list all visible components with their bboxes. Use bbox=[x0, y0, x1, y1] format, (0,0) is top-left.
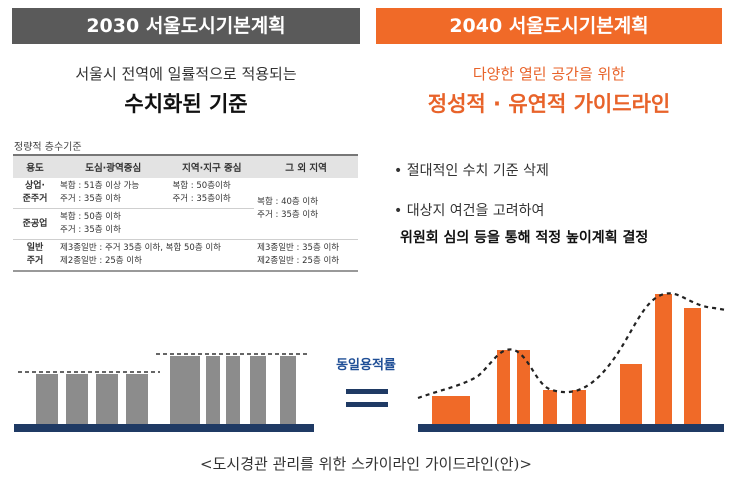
left-subtitle: 서울시 전역에 일률적으로 적용되는 bbox=[75, 65, 297, 83]
cell-text: 복합 : 40층 이하 주거 : 35층 이하 bbox=[257, 196, 319, 220]
table-caption: 정량적 층수기준 bbox=[14, 142, 82, 153]
orange-building bbox=[432, 396, 470, 424]
table-row: 준공업 복합 : 50층 이하 주거 : 35층 이하 bbox=[13, 208, 358, 240]
left-skyline bbox=[14, 353, 314, 432]
cell-text: 복합 : 50층 이하 주거 : 35층 이하 bbox=[60, 212, 121, 235]
table-cell: 복합 : 51층 이상 가능 주거 : 35층 이하 bbox=[57, 178, 170, 209]
equals-sign-bottom bbox=[346, 402, 388, 407]
ground-left bbox=[14, 424, 314, 432]
left-header-2030: 2030 서울도시기본계획 bbox=[12, 8, 360, 44]
orange-building bbox=[684, 308, 701, 424]
right-subtitle: 다양한 열린 공간을 위한 bbox=[472, 65, 626, 83]
right-main-title: 정성적 · 유연적 가이드라인 bbox=[427, 92, 671, 116]
cell-text: 제3종일반 : 35층 이하 제2종일반 : 25층 이하 bbox=[257, 243, 340, 266]
gray-building bbox=[206, 356, 220, 424]
table-cell-use: 상업· 준주거 bbox=[13, 178, 57, 209]
skyline-diagram: 동일용적률 bbox=[14, 292, 727, 432]
table-cell: 복합 : 40층 이하 주거 : 35층 이하 bbox=[254, 178, 358, 240]
orange-building bbox=[572, 390, 586, 424]
right-skyline bbox=[417, 292, 727, 432]
table-cell: 복합 : 50층이하 주거 : 35층이하 bbox=[169, 178, 255, 209]
gray-building bbox=[280, 356, 296, 424]
equals-sign-top bbox=[346, 389, 388, 394]
table-cell-use: 일반 주거 bbox=[13, 239, 57, 272]
use-text: 일반 주거 bbox=[26, 243, 44, 266]
table-row: 일반 주거 제3종일반 : 주거 35층 이하, 복합 50층 이하 제2종일반… bbox=[13, 239, 358, 272]
table-row: 상업· 준주거 복합 : 51층 이상 가능 주거 : 35층 이하 복합 : … bbox=[13, 178, 358, 240]
height-standard-table: 용도 도심·광역중심 지역·지구 중심 그 외 지역 상업· 준주거 복합 : … bbox=[13, 154, 358, 272]
skyline-guide-curve bbox=[417, 292, 727, 400]
gray-building bbox=[36, 374, 58, 424]
orange-building bbox=[655, 294, 672, 424]
table-header-row: 용도 도심·광역중심 지역·지구 중심 그 외 지역 bbox=[13, 154, 358, 178]
cell-text: 제3종일반 : 주거 35층 이하, 복합 50층 이하 제2종일반 : 25층… bbox=[60, 243, 222, 266]
equal-far-label: 동일용적률 bbox=[336, 357, 396, 373]
gray-building bbox=[250, 356, 266, 424]
orange-building bbox=[543, 390, 557, 424]
orange-building bbox=[517, 350, 530, 424]
use-text: 준공업 bbox=[22, 218, 48, 229]
gray-building bbox=[66, 374, 88, 424]
orange-building bbox=[620, 364, 642, 424]
table-cell: 복합 : 50층 이하 주거 : 35층 이하 bbox=[57, 208, 255, 240]
table-cell: 제3종일반 : 주거 35층 이하, 복합 50층 이하 제2종일반 : 25층… bbox=[57, 239, 255, 272]
cell-text: 복합 : 51층 이상 가능 주거 : 35층 이하 bbox=[60, 181, 140, 204]
right-header-2040: 2040 서울도시기본계획 bbox=[376, 8, 722, 44]
use-text: 상업· 준주거 bbox=[22, 181, 48, 204]
table-cell-use: 준공업 bbox=[13, 208, 57, 240]
orange-building bbox=[497, 350, 510, 424]
table-cell: 제3종일반 : 35층 이하 제2종일반 : 25층 이하 bbox=[254, 239, 358, 272]
table-header-other: 그 외 지역 bbox=[254, 154, 358, 178]
figure-caption: <도시경관 관리를 위한 스카이라인 가이드라인(안)> bbox=[200, 455, 532, 473]
gray-building bbox=[170, 356, 200, 424]
bullet-consider-site: • 대상지 여건을 고려하여 bbox=[394, 203, 545, 219]
left-main-title: 수치화된 기준 bbox=[124, 92, 248, 116]
ground-right bbox=[418, 424, 724, 432]
bullet-committee-decision: 위원회 심의 등을 통해 적정 높이계획 결정 bbox=[400, 230, 649, 246]
table-header-regional: 지역·지구 중심 bbox=[169, 154, 255, 178]
gray-building bbox=[126, 374, 148, 424]
table-header-downtown: 도심·광역중심 bbox=[57, 154, 170, 178]
bullet-delete-numeric: • 절대적인 수치 기준 삭제 bbox=[394, 163, 549, 179]
gray-building bbox=[96, 374, 118, 424]
gray-building bbox=[226, 356, 240, 424]
table-header-use: 용도 bbox=[13, 154, 57, 178]
cell-text: 복합 : 50층이하 주거 : 35층이하 bbox=[172, 181, 231, 204]
